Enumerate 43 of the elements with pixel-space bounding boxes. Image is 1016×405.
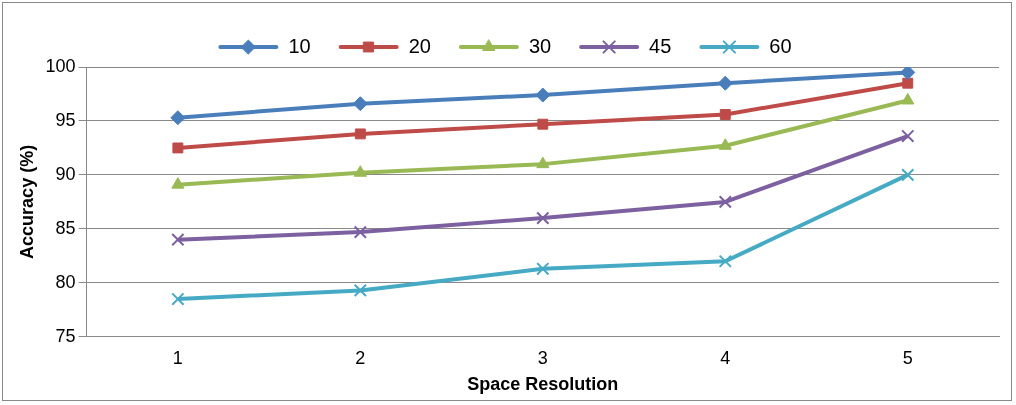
x-tick-label: 3 [537, 347, 548, 368]
y-tick-label: 75 [55, 325, 76, 346]
x-tick-label: 1 [172, 347, 183, 368]
legend-label: 45 [649, 34, 672, 57]
point [353, 165, 367, 177]
point [535, 87, 551, 103]
point [170, 110, 186, 126]
y-tick-label: 95 [55, 109, 76, 130]
y-tick-label: 85 [55, 217, 76, 238]
y-tick-label: 90 [55, 163, 76, 184]
point [537, 118, 549, 130]
y-axis-title: Accuracy (%) [16, 144, 37, 259]
legend-label: 20 [408, 34, 431, 57]
point [353, 225, 367, 239]
point [902, 77, 914, 89]
x-tick-label: 4 [720, 347, 731, 368]
point [719, 109, 731, 120]
point [901, 168, 915, 182]
legend-label: 30 [528, 34, 552, 57]
legend-label: 60 [769, 34, 792, 57]
point [536, 262, 550, 276]
point [718, 195, 732, 209]
point [171, 292, 185, 306]
y-tick-label: 80 [55, 271, 76, 292]
point [901, 92, 915, 105]
point [352, 96, 368, 112]
point [900, 67, 916, 80]
point [172, 142, 184, 154]
point [536, 211, 550, 225]
point [536, 156, 550, 169]
point [354, 128, 366, 140]
x-tick-label: 5 [902, 347, 913, 368]
x-axis-title: Space Resolution [467, 374, 619, 395]
point [718, 254, 732, 268]
point [901, 129, 915, 143]
point [171, 233, 185, 247]
point [717, 75, 733, 91]
point [718, 138, 732, 150]
y-tick-label: 100 [45, 55, 76, 76]
x-tick-label: 2 [355, 347, 366, 368]
point [353, 283, 367, 298]
legend-label: 10 [288, 34, 311, 57]
point [171, 177, 185, 189]
